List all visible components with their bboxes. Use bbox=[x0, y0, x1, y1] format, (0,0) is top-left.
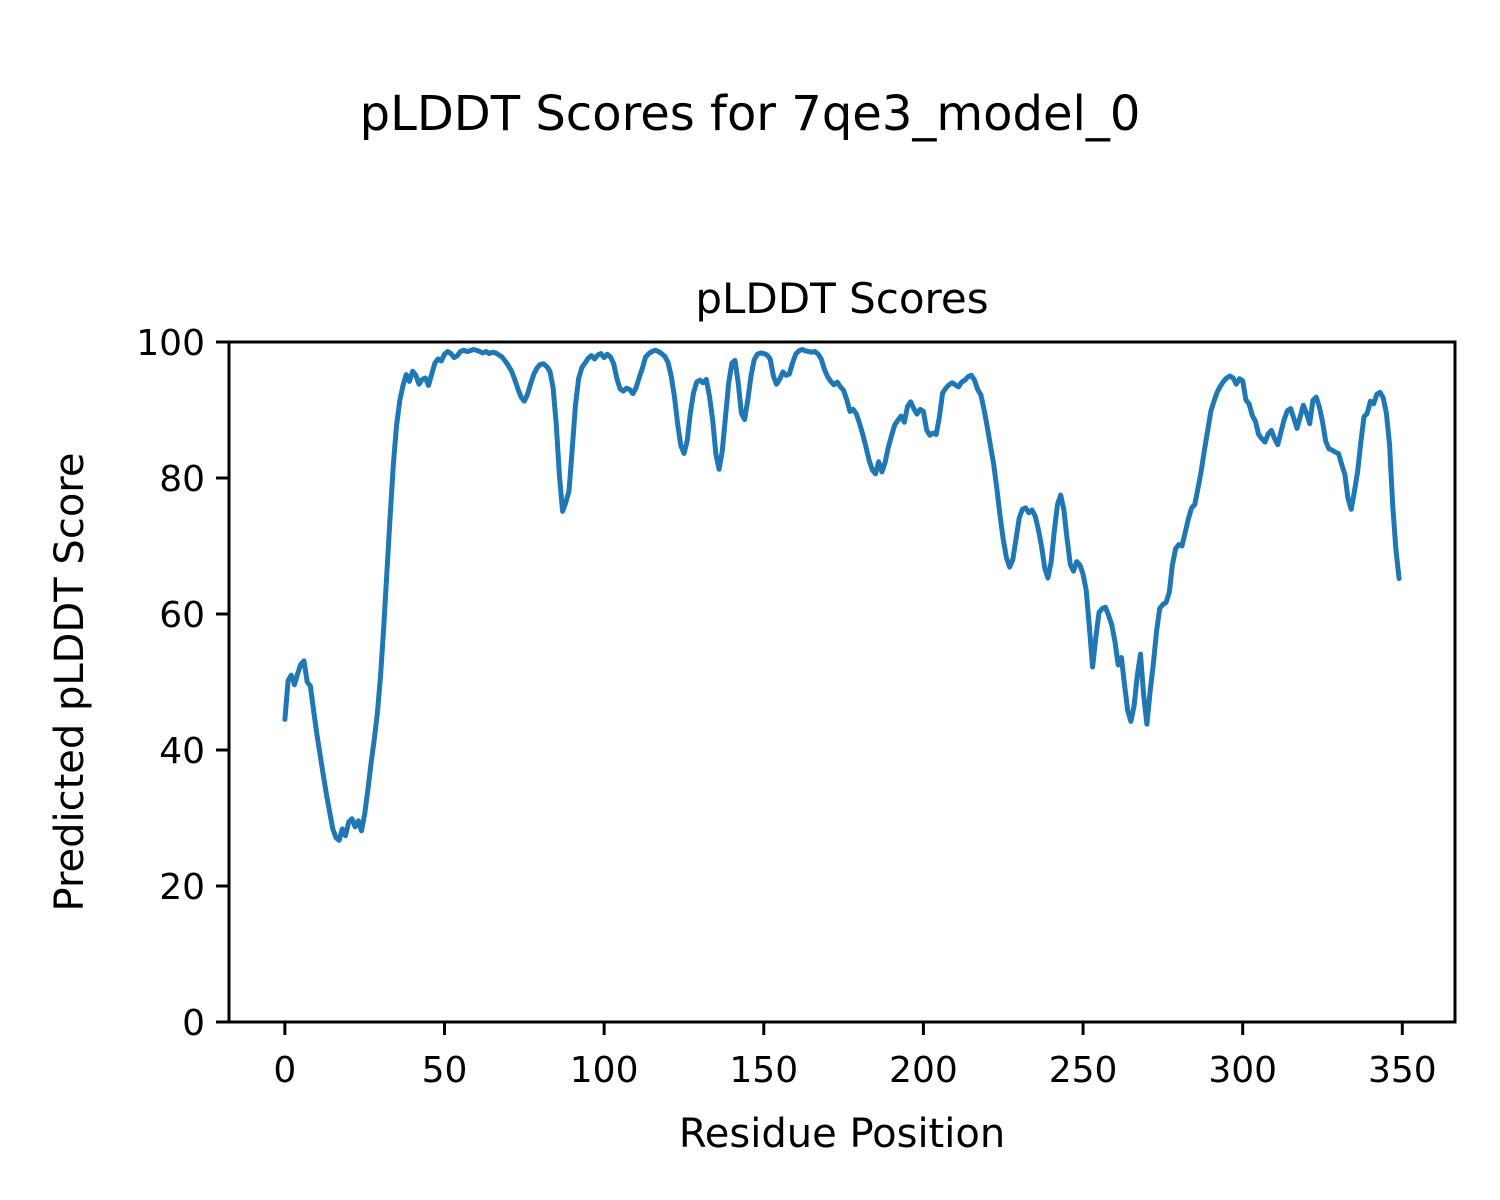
y-axis-label: Predicted pLDDT Score bbox=[47, 452, 93, 912]
x-tick-label: 200 bbox=[889, 1050, 958, 1091]
x-tick-label: 0 bbox=[273, 1050, 296, 1091]
x-tick-label: 300 bbox=[1208, 1050, 1277, 1091]
x-tick-label: 350 bbox=[1368, 1050, 1437, 1091]
x-tick-label: 250 bbox=[1049, 1050, 1118, 1091]
y-tick-label: 0 bbox=[182, 1003, 205, 1044]
x-tick-label: 150 bbox=[729, 1050, 798, 1091]
y-tick-label: 40 bbox=[159, 731, 205, 772]
y-tick-label: 80 bbox=[159, 459, 205, 500]
y-tick-label: 60 bbox=[159, 595, 205, 636]
y-tick-label: 100 bbox=[136, 323, 205, 364]
plddt-line bbox=[282, 347, 1402, 843]
x-tick-label: 50 bbox=[422, 1050, 468, 1091]
x-axis-label: Residue Position bbox=[678, 1111, 1006, 1157]
y-tick-label: 20 bbox=[159, 867, 205, 908]
x-tick-label: 100 bbox=[570, 1050, 639, 1091]
axes-frame bbox=[227, 340, 1457, 1024]
axes-title: pLDDT Scores bbox=[695, 274, 989, 323]
figure-title: pLDDT Scores for 7qe3_model_0 bbox=[359, 86, 1141, 142]
